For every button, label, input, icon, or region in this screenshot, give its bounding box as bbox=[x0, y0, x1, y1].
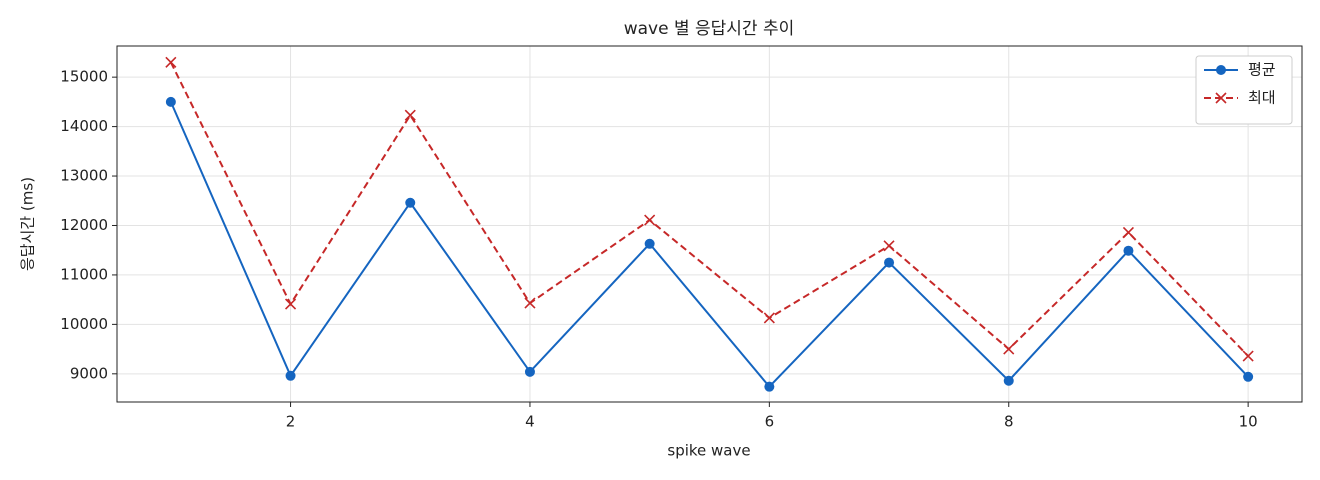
marker bbox=[763, 312, 775, 324]
legend-marker bbox=[1216, 65, 1226, 75]
marker bbox=[764, 381, 775, 392]
y-tick-label: 13000 bbox=[60, 167, 108, 185]
marker bbox=[524, 366, 535, 377]
series-line bbox=[169, 101, 1249, 389]
y-tick-label: 10000 bbox=[60, 315, 108, 333]
x-tick-label: 8 bbox=[1004, 413, 1014, 431]
marker bbox=[524, 297, 536, 309]
marker bbox=[285, 370, 296, 381]
x-tick-label: 6 bbox=[765, 413, 775, 431]
legend-label: 최대 bbox=[1248, 89, 1276, 107]
x-tick-label: 2 bbox=[286, 413, 296, 431]
y-tick-label: 12000 bbox=[60, 216, 108, 234]
marker bbox=[1122, 226, 1135, 238]
marker bbox=[1242, 350, 1254, 362]
y-tick-label: 14000 bbox=[60, 117, 108, 135]
marker bbox=[165, 96, 176, 107]
y-axis-label: 응답시간 (ms) bbox=[19, 177, 37, 271]
x-tick-label: 4 bbox=[525, 413, 535, 431]
marker bbox=[1243, 371, 1254, 382]
marker bbox=[644, 214, 656, 226]
legend-marker bbox=[1215, 92, 1227, 104]
chart-title: wave 별 응답시간 추이 bbox=[624, 19, 795, 39]
marker bbox=[404, 109, 416, 121]
plot-frame bbox=[116, 45, 1303, 403]
marker bbox=[1123, 245, 1134, 256]
y-tick-label: 9000 bbox=[70, 364, 108, 382]
y-tick-label: 15000 bbox=[60, 68, 108, 86]
marker bbox=[165, 56, 177, 68]
x-tick-label: 10 bbox=[1239, 413, 1258, 431]
y-tick-label: 11000 bbox=[60, 265, 108, 283]
marker bbox=[1003, 375, 1014, 386]
marker bbox=[405, 197, 416, 208]
marker bbox=[644, 238, 655, 249]
marker bbox=[284, 298, 297, 310]
marker bbox=[883, 240, 895, 252]
legend-label: 평균 bbox=[1248, 61, 1276, 79]
legend-box bbox=[1195, 55, 1293, 125]
marker bbox=[884, 257, 895, 268]
series-line bbox=[169, 61, 1249, 357]
marker bbox=[1003, 343, 1015, 355]
x-axis-label: spike wave bbox=[667, 442, 750, 460]
